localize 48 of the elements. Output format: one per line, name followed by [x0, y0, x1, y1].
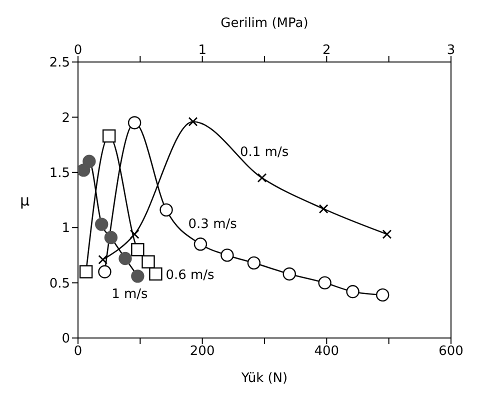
point — [130, 230, 140, 239]
y-tick-label: 1.5 — [49, 166, 70, 182]
point — [104, 230, 118, 244]
y-tick-label: 0 — [62, 332, 70, 347]
point — [98, 265, 112, 278]
point — [118, 252, 132, 266]
point — [131, 243, 144, 256]
point — [78, 164, 90, 177]
point — [318, 204, 328, 214]
y-tick-label: 1 — [62, 221, 70, 236]
point — [376, 288, 390, 302]
series-label: 0.1 m/s — [240, 144, 289, 160]
x2-tick-label: 3 — [446, 43, 456, 58]
x-tick-label: 200 — [190, 344, 215, 360]
point — [220, 248, 234, 262]
point — [247, 256, 261, 270]
point — [95, 218, 108, 231]
series-label: 1 m/s — [112, 287, 148, 302]
point — [82, 154, 96, 168]
point — [257, 173, 267, 183]
series-label: 0.3 m/s — [188, 216, 238, 232]
point — [382, 230, 392, 239]
y-tick-label: 2 — [62, 110, 70, 126]
point — [188, 116, 198, 126]
point — [102, 129, 116, 143]
y-tick-label: 0.5 — [49, 276, 70, 292]
point — [160, 203, 173, 217]
point — [98, 254, 108, 264]
x2-tick-label: 0 — [74, 43, 82, 58]
y-tick-label: 2.5 — [49, 56, 70, 71]
x-tick-label: 600 — [438, 344, 464, 360]
x-tick-label: 0 — [74, 344, 82, 360]
point — [149, 267, 162, 281]
x2-tick-label: 2 — [322, 43, 331, 58]
point — [346, 285, 360, 298]
point — [131, 270, 144, 283]
series-label: 0.6 m/s — [166, 268, 215, 283]
x2-axis-title: Gerilim (MPa) — [220, 16, 308, 32]
point — [128, 116, 142, 130]
point — [142, 255, 155, 268]
x2-tick-label: 1 — [198, 43, 206, 58]
point — [282, 267, 296, 281]
point — [318, 276, 332, 290]
point — [79, 265, 93, 278]
point — [194, 238, 208, 251]
x-tick-label: 400 — [314, 344, 340, 360]
x-axis-title: Yük (N) — [240, 371, 288, 386]
y-axis-title: μ — [20, 191, 30, 210]
